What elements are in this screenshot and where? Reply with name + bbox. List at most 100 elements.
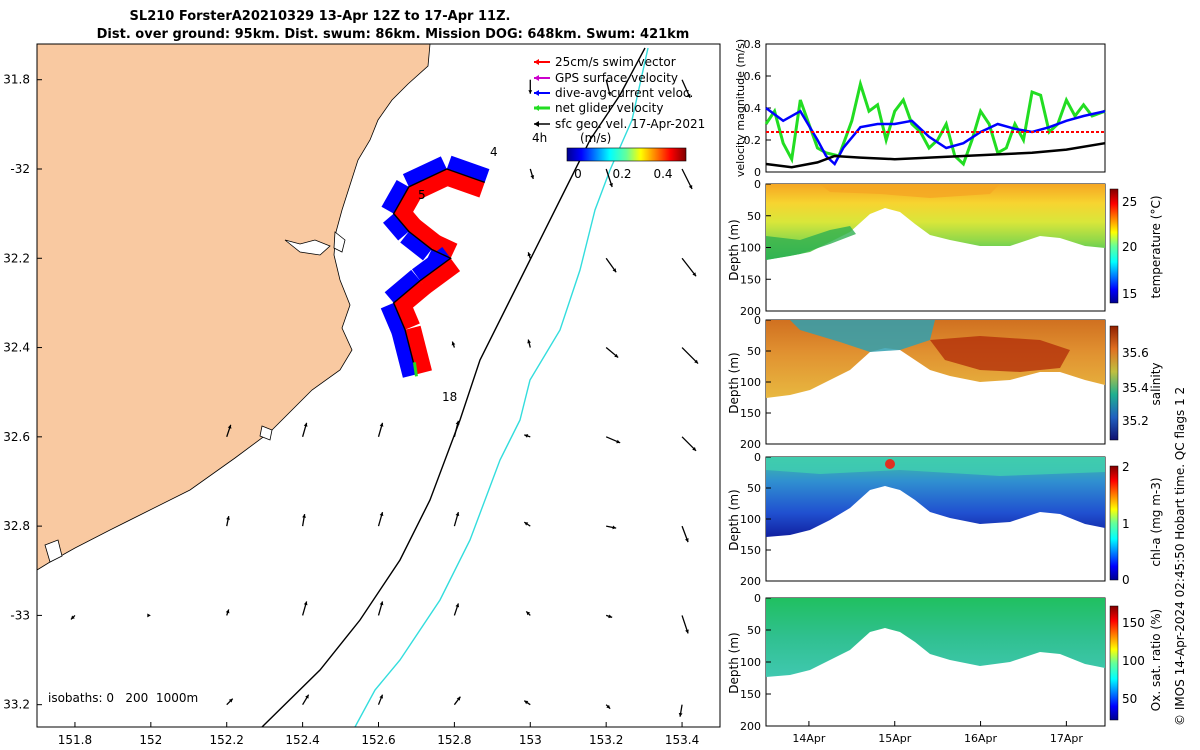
legend-item-geo: sfc geo. vel. 17-Apr-2021 — [534, 117, 705, 131]
map-colorbar — [566, 147, 687, 162]
geo-vector-head — [527, 252, 532, 257]
depth-label-1: Depth (m) — [727, 219, 741, 280]
geo-vector-head — [455, 603, 460, 608]
land-area — [37, 44, 431, 571]
isobaths-label: isobaths: 0 200 1000m — [48, 691, 198, 705]
velocity-tick-label: 0.6 — [744, 70, 762, 83]
salinity-colorbar — [1109, 325, 1119, 441]
map-y-ticks: 31.8 -32 32.2 32.4 32.6 32.8 -33 33.2 — [3, 73, 42, 712]
map-x-ticks: 151.8 152 152.2 152.4 152.6 152.8 153 153.2 153.… — [58, 722, 699, 747]
legend-item-swim: 25cm/s swim vector — [534, 55, 676, 69]
salinity-panel: 35.6 35.4 35.2 salinity — [765, 319, 1163, 445]
geo-vector-head — [686, 93, 691, 98]
credit-text: © IMOS 14-Apr-2024 02:45:50 Hobart time.… — [1173, 387, 1187, 726]
chla-colorbar — [1109, 465, 1119, 581]
geo-vector-head — [451, 341, 456, 346]
velocity-tick-label: 0.8 — [744, 38, 762, 51]
geo-vector-head — [685, 538, 689, 543]
depth-tick-label: 200 — [740, 575, 761, 588]
chla-cbar-tick-1: 1 — [1122, 517, 1130, 531]
temperature-cbar-label: temperature (°C) — [1149, 196, 1163, 299]
temperature-field — [766, 184, 1105, 260]
isobath-1000m — [354, 47, 649, 727]
chla-surface-band — [766, 457, 1105, 476]
oxygen-cbar-label: Ox. sat. ratio (%) — [1149, 609, 1163, 711]
legend-label-net: net glider velocity — [555, 101, 663, 115]
geo-vector-head — [608, 614, 613, 619]
geo-vector-head — [379, 512, 384, 517]
velocity-tick-label: 0 — [754, 166, 761, 179]
depth-tick-label: 0 — [754, 451, 761, 464]
depth-tick-label: 0 — [754, 178, 761, 191]
time-tick-label: 16Apr — [964, 732, 998, 745]
title-line-1: SL210 ForsterA20210329 13-Apr 12Z to 17-… — [130, 9, 511, 24]
geo-vector-head — [379, 601, 384, 606]
map-y-tick-label: 31.8 — [3, 73, 30, 87]
depth-tick-label: 100 — [740, 242, 761, 255]
geo-vector — [681, 168, 693, 190]
annotation-5: 5 — [418, 188, 426, 202]
current-vector-band — [383, 213, 409, 241]
map-x-tick-label: 153.2 — [589, 733, 623, 747]
depth-ticks: 0501001502000501001502000501001502000501… — [740, 178, 771, 733]
glider-track — [380, 155, 490, 378]
legend-label-current: dive-avg current veloc. — [555, 86, 693, 100]
map-x-tick-label: 153 — [519, 733, 542, 747]
isobaths — [261, 47, 649, 727]
map-legend: 25cm/s swim vector GPS surface velocity … — [532, 55, 705, 181]
map-x-tick-label: 152 — [139, 733, 162, 747]
oxygen-cbar-tick-0: 150 — [1122, 616, 1145, 630]
depth-tick-label: 100 — [740, 656, 761, 669]
oxygen-field — [766, 598, 1105, 677]
colorbar-tick-0: 0 — [574, 167, 582, 181]
map-panel: 151.8 152 152.2 152.4 152.6 152.8 153 153.2 153.… — [3, 43, 721, 747]
temperature-cbar-tick-1: 20 — [1122, 240, 1137, 254]
geo-vector-head — [614, 353, 619, 358]
legend-item-gps: GPS surface velocity — [534, 71, 678, 85]
geo-vector-head — [612, 525, 617, 530]
depth-tick-label: 50 — [747, 482, 761, 495]
geo-vector-head — [70, 615, 75, 620]
velocity-ylabel: velocity magnitude (m/s) — [734, 39, 747, 177]
current-vector-band — [411, 246, 451, 281]
current-vector-band — [384, 269, 421, 303]
map-y-tick-label: 32.6 — [3, 430, 30, 444]
map-y-tick-label: 32.2 — [3, 251, 30, 265]
depth-tick-label: 150 — [740, 544, 761, 557]
isobath-200m — [261, 47, 646, 727]
chla-max-spot — [885, 459, 895, 469]
depth-tick-label: 150 — [740, 407, 761, 420]
salinity-cbar-tick-2: 35.2 — [1122, 414, 1149, 428]
velocity-series — [764, 78, 1106, 169]
geo-vector-head — [530, 175, 535, 179]
geo-vector-head — [455, 512, 460, 517]
colorbar-tick-2: 0.4 — [653, 167, 672, 181]
velocity-y-ticks: 0 0.2 0.4 0.6 0.8 — [744, 38, 771, 179]
annotation-18: 18 — [442, 390, 457, 404]
temperature-cbar-tick-2: 15 — [1122, 287, 1137, 301]
current-vector-band — [446, 155, 490, 183]
depth-tick-label: 200 — [740, 720, 761, 733]
map-y-tick-label: 32.4 — [3, 341, 30, 355]
temperature-surface-band — [820, 184, 1000, 198]
temperature-colorbar — [1109, 188, 1119, 304]
depth-tick-label: 150 — [740, 688, 761, 701]
legend-item-net: net glider velocity — [534, 101, 663, 115]
geo-vector-head — [302, 514, 306, 518]
geo-vector-head — [616, 439, 621, 444]
depth-tick-label: 0 — [754, 314, 761, 327]
depth-tick-label: 50 — [747, 210, 761, 223]
geo-vector-head — [526, 611, 531, 616]
annotation-4h: 4h — [532, 131, 547, 145]
swim-vector-band — [405, 325, 432, 375]
map-x-tick-label: 153.4 — [665, 733, 699, 747]
swim-vector-band — [408, 218, 442, 250]
geo-vector-head — [305, 694, 309, 699]
geo-vector-head — [379, 422, 384, 427]
geo-vector-head — [685, 629, 689, 634]
salinity-surface-band — [790, 320, 935, 352]
velocity-frame — [765, 43, 1106, 173]
geo-vector-head — [527, 339, 531, 344]
map-x-tick-label: 152.8 — [437, 733, 471, 747]
